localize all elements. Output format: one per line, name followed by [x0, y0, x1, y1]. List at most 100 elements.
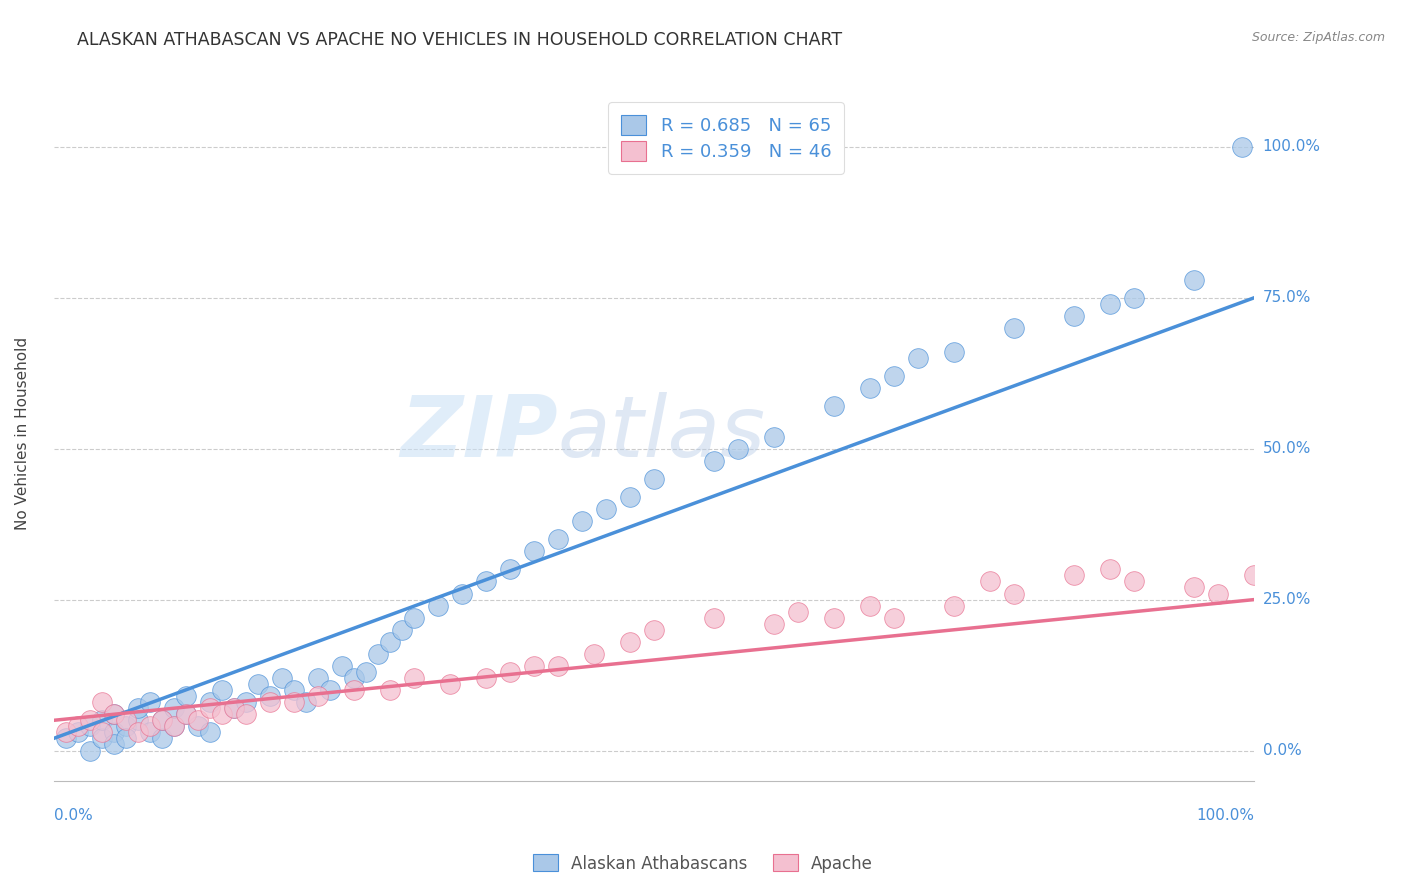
- Point: [55, 725, 77, 739]
- Point: [259, 689, 281, 703]
- Point: [222, 701, 245, 715]
- Point: [763, 429, 786, 443]
- Text: 100.0%: 100.0%: [1197, 808, 1254, 823]
- Point: [138, 695, 160, 709]
- Point: [66, 719, 89, 733]
- Point: [1123, 291, 1146, 305]
- Point: [475, 574, 498, 589]
- Point: [547, 659, 569, 673]
- Point: [174, 707, 197, 722]
- Point: [283, 695, 305, 709]
- Point: [859, 599, 882, 613]
- Point: [499, 562, 522, 576]
- Point: [150, 714, 173, 728]
- Point: [222, 701, 245, 715]
- Point: [103, 707, 125, 722]
- Point: [127, 725, 149, 739]
- Point: [343, 683, 366, 698]
- Point: [163, 719, 186, 733]
- Text: 0.0%: 0.0%: [53, 808, 93, 823]
- Point: [499, 665, 522, 679]
- Point: [90, 695, 112, 709]
- Point: [1063, 568, 1085, 582]
- Text: 0.0%: 0.0%: [1263, 743, 1302, 758]
- Point: [426, 599, 449, 613]
- Point: [883, 610, 905, 624]
- Point: [90, 725, 112, 739]
- Legend: Alaskan Athabascans, Apache: Alaskan Athabascans, Apache: [526, 847, 880, 880]
- Point: [907, 351, 929, 365]
- Point: [1182, 272, 1205, 286]
- Point: [246, 677, 269, 691]
- Point: [79, 743, 101, 757]
- Point: [174, 689, 197, 703]
- Point: [823, 400, 845, 414]
- Point: [571, 514, 593, 528]
- Text: 50.0%: 50.0%: [1263, 442, 1310, 456]
- Point: [367, 647, 389, 661]
- Point: [1182, 581, 1205, 595]
- Point: [174, 707, 197, 722]
- Point: [270, 671, 292, 685]
- Point: [343, 671, 366, 685]
- Point: [319, 683, 342, 698]
- Legend: R = 0.685   N = 65, R = 0.359   N = 46: R = 0.685 N = 65, R = 0.359 N = 46: [609, 103, 844, 174]
- Point: [439, 677, 461, 691]
- Point: [703, 453, 725, 467]
- Point: [787, 605, 810, 619]
- Text: 25.0%: 25.0%: [1263, 592, 1310, 607]
- Point: [391, 623, 413, 637]
- Point: [103, 707, 125, 722]
- Point: [354, 665, 377, 679]
- Point: [1099, 296, 1122, 310]
- Point: [523, 544, 546, 558]
- Text: 100.0%: 100.0%: [1263, 139, 1320, 154]
- Point: [1002, 321, 1025, 335]
- Point: [475, 671, 498, 685]
- Point: [643, 623, 665, 637]
- Point: [103, 725, 125, 739]
- Point: [114, 714, 136, 728]
- Point: [150, 731, 173, 746]
- Point: [79, 714, 101, 728]
- Point: [235, 707, 257, 722]
- Point: [138, 719, 160, 733]
- Point: [1099, 562, 1122, 576]
- Point: [547, 532, 569, 546]
- Point: [294, 695, 316, 709]
- Point: [307, 689, 329, 703]
- Point: [883, 369, 905, 384]
- Text: 75.0%: 75.0%: [1263, 290, 1310, 305]
- Point: [378, 683, 401, 698]
- Point: [198, 725, 221, 739]
- Point: [283, 683, 305, 698]
- Point: [619, 490, 641, 504]
- Text: ALASKAN ATHABASCAN VS APACHE NO VEHICLES IN HOUSEHOLD CORRELATION CHART: ALASKAN ATHABASCAN VS APACHE NO VEHICLES…: [77, 31, 842, 49]
- Point: [211, 707, 233, 722]
- Point: [90, 714, 112, 728]
- Point: [1123, 574, 1146, 589]
- Point: [523, 659, 546, 673]
- Point: [979, 574, 1001, 589]
- Text: Source: ZipAtlas.com: Source: ZipAtlas.com: [1251, 31, 1385, 45]
- Point: [823, 610, 845, 624]
- Point: [943, 599, 966, 613]
- Point: [859, 381, 882, 395]
- Point: [727, 442, 749, 456]
- Point: [402, 671, 425, 685]
- Y-axis label: No Vehicles in Household: No Vehicles in Household: [15, 337, 30, 530]
- Point: [211, 683, 233, 698]
- Point: [1243, 568, 1265, 582]
- Point: [114, 731, 136, 746]
- Point: [450, 586, 472, 600]
- Point: [235, 695, 257, 709]
- Point: [619, 635, 641, 649]
- Point: [103, 738, 125, 752]
- Point: [1232, 140, 1254, 154]
- Point: [1208, 586, 1230, 600]
- Point: [1002, 586, 1025, 600]
- Point: [259, 695, 281, 709]
- Point: [127, 701, 149, 715]
- Point: [763, 616, 786, 631]
- Point: [643, 472, 665, 486]
